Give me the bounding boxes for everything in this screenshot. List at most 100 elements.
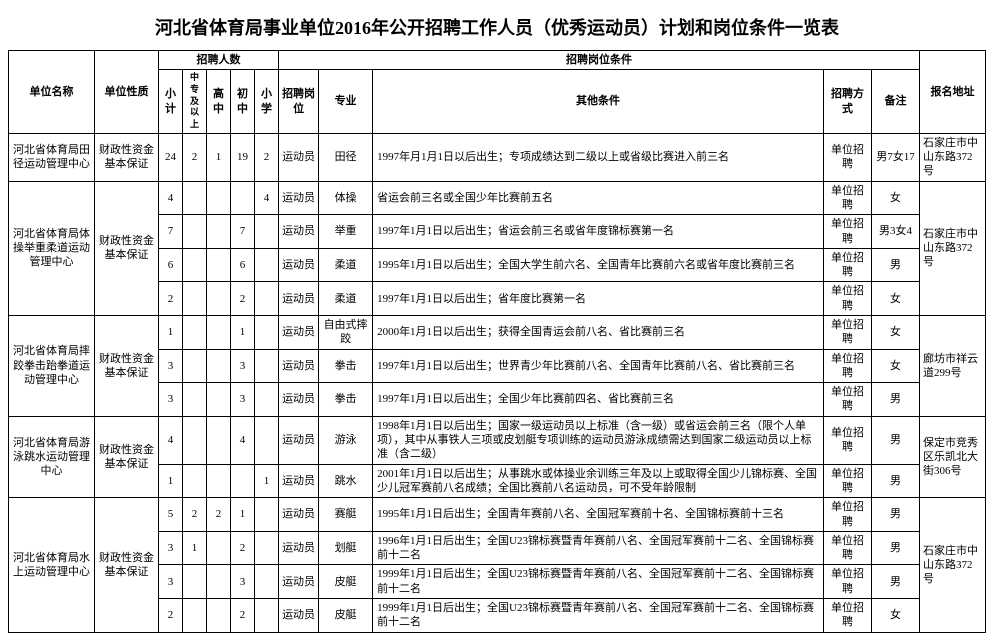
cell: 6 bbox=[159, 248, 183, 282]
cell: 2 bbox=[231, 282, 255, 316]
cell: 运动员 bbox=[279, 349, 319, 383]
th-xj: 小计 bbox=[159, 70, 183, 133]
cell: 单位招聘 bbox=[823, 282, 871, 316]
th-zz: 中专及以上 bbox=[183, 70, 207, 133]
th-gz: 高中 bbox=[207, 70, 231, 133]
recruitment-table: 单位名称 单位性质 招聘人数 招聘岗位条件 报名地址 小计 中专及以上 高中 初… bbox=[8, 50, 986, 633]
cell: 1998年1月1日以后出生；国家一级运动员以上标准（含一级）或省运会前三名（限个… bbox=[373, 416, 824, 464]
cell bbox=[183, 248, 207, 282]
cell: 赛艇 bbox=[319, 498, 373, 532]
cell: 河北省体育局田径运动管理中心 bbox=[9, 133, 95, 181]
cell bbox=[207, 464, 231, 498]
cell: 省运会前三名或全国少年比赛前五名 bbox=[373, 181, 824, 215]
cell: 田径 bbox=[319, 133, 373, 181]
cell bbox=[207, 416, 231, 464]
cell: 运动员 bbox=[279, 416, 319, 464]
cell bbox=[255, 215, 279, 249]
cell bbox=[207, 565, 231, 599]
th-post: 招聘岗位 bbox=[279, 70, 319, 133]
cell: 保定市竞秀区乐凯北大街306号 bbox=[920, 416, 986, 497]
table-row: 河北省体育局田径运动管理中心财政性资金基本保证2421192运动员田径1997年… bbox=[9, 133, 986, 181]
th-nature: 单位性质 bbox=[95, 51, 159, 134]
cell: 女 bbox=[871, 316, 919, 350]
cell: 运动员 bbox=[279, 181, 319, 215]
cell: 单位招聘 bbox=[823, 215, 871, 249]
table-row: 河北省体育局摔跤拳击跆拳道运动管理中心财政性资金基本保证11运动员自由式摔跤20… bbox=[9, 316, 986, 350]
cell: 举重 bbox=[319, 215, 373, 249]
cell: 男 bbox=[871, 416, 919, 464]
cell: 运动员 bbox=[279, 531, 319, 565]
cell bbox=[255, 498, 279, 532]
cell: 1995年1月1日以后出生；全国大学生前六名、全国青年比赛前六名或省年度比赛前三… bbox=[373, 248, 824, 282]
cell: 5 bbox=[159, 498, 183, 532]
cell: 1997年1月1日以后出生；世界青少年比赛前八名、全国青年比赛前八名、省比赛前三… bbox=[373, 349, 824, 383]
cell: 1 bbox=[207, 133, 231, 181]
cell: 3 bbox=[159, 531, 183, 565]
cell bbox=[183, 565, 207, 599]
cell: 男 bbox=[871, 565, 919, 599]
cell: 女 bbox=[871, 181, 919, 215]
cell: 2 bbox=[183, 133, 207, 181]
cell: 3 bbox=[159, 565, 183, 599]
cell: 廊坊市祥云道299号 bbox=[920, 316, 986, 417]
cell: 柔道 bbox=[319, 282, 373, 316]
cell: 2 bbox=[207, 498, 231, 532]
table-row: 河北省体育局游泳跳水运动管理中心财政性资金基本保证44运动员游泳1998年1月1… bbox=[9, 416, 986, 464]
th-addr: 报名地址 bbox=[920, 51, 986, 134]
cell: 1 bbox=[231, 316, 255, 350]
cell: 2 bbox=[183, 498, 207, 532]
cell: 3 bbox=[159, 349, 183, 383]
cell: 女 bbox=[871, 599, 919, 633]
cell: 1 bbox=[159, 464, 183, 498]
cell: 划艇 bbox=[319, 531, 373, 565]
cell bbox=[183, 383, 207, 417]
cell: 单位招聘 bbox=[823, 416, 871, 464]
cell: 运动员 bbox=[279, 464, 319, 498]
cell: 女 bbox=[871, 282, 919, 316]
cell bbox=[183, 416, 207, 464]
cell: 河北省体育局摔跤拳击跆拳道运动管理中心 bbox=[9, 316, 95, 417]
cell bbox=[183, 282, 207, 316]
cell: 运动员 bbox=[279, 133, 319, 181]
cell: 4 bbox=[159, 416, 183, 464]
cell: 1 bbox=[231, 498, 255, 532]
cell: 男 bbox=[871, 248, 919, 282]
cell bbox=[183, 181, 207, 215]
cell: 4 bbox=[231, 416, 255, 464]
cell bbox=[183, 464, 207, 498]
th-conds: 招聘岗位条件 bbox=[279, 51, 920, 70]
cell: 男 bbox=[871, 383, 919, 417]
cell: 单位招聘 bbox=[823, 464, 871, 498]
cell: 3 bbox=[159, 383, 183, 417]
cell: 2001年1月1日以后出生；从事跳水或体操业余训练三年及以上或取得全国少儿锦标赛… bbox=[373, 464, 824, 498]
cell: 运动员 bbox=[279, 599, 319, 633]
cell: 石家庄市中山东路372号 bbox=[920, 133, 986, 181]
cell: 运动员 bbox=[279, 282, 319, 316]
cell: 1 bbox=[183, 531, 207, 565]
cell: 财政性资金基本保证 bbox=[95, 416, 159, 497]
cell: 皮艇 bbox=[319, 565, 373, 599]
cell: 运动员 bbox=[279, 215, 319, 249]
cell: 运动员 bbox=[279, 565, 319, 599]
cell: 1997年月1月1日以后出生；专项成绩达到二级以上或省级比赛进入前三名 bbox=[373, 133, 824, 181]
cell: 运动员 bbox=[279, 498, 319, 532]
cell bbox=[207, 531, 231, 565]
page-title: 河北省体育局事业单位2016年公开招聘工作人员（优秀运动员）计划和岗位条件一览表 bbox=[8, 8, 986, 50]
cell: 1997年1月1日以后出生；省运会前三名或省年度锦标赛第一名 bbox=[373, 215, 824, 249]
cell: 2 bbox=[159, 599, 183, 633]
cell: 河北省体育局体操举重柔道运动管理中心 bbox=[9, 181, 95, 315]
th-major: 专业 bbox=[319, 70, 373, 133]
table-row: 河北省体育局体操举重柔道运动管理中心财政性资金基本保证44运动员体操省运会前三名… bbox=[9, 181, 986, 215]
cell bbox=[255, 416, 279, 464]
th-counts: 招聘人数 bbox=[159, 51, 279, 70]
cell: 7 bbox=[159, 215, 183, 249]
cell bbox=[207, 215, 231, 249]
cell bbox=[207, 599, 231, 633]
th-cz: 初中 bbox=[231, 70, 255, 133]
cell: 财政性资金基本保证 bbox=[95, 181, 159, 315]
cell: 运动员 bbox=[279, 316, 319, 350]
cell bbox=[183, 599, 207, 633]
cell bbox=[183, 349, 207, 383]
cell: 3 bbox=[231, 349, 255, 383]
cell: 男3女4 bbox=[871, 215, 919, 249]
